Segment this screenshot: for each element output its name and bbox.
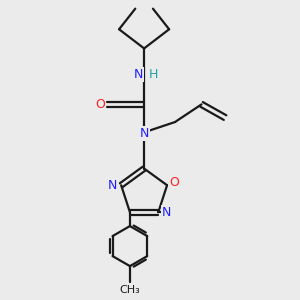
Text: O: O <box>169 176 179 189</box>
Text: N: N <box>162 206 171 219</box>
Text: N: N <box>140 127 149 140</box>
Text: N: N <box>108 179 118 192</box>
Text: H: H <box>149 68 158 81</box>
Text: O: O <box>95 98 105 111</box>
Text: N: N <box>134 68 143 81</box>
Text: CH₃: CH₃ <box>119 285 140 295</box>
